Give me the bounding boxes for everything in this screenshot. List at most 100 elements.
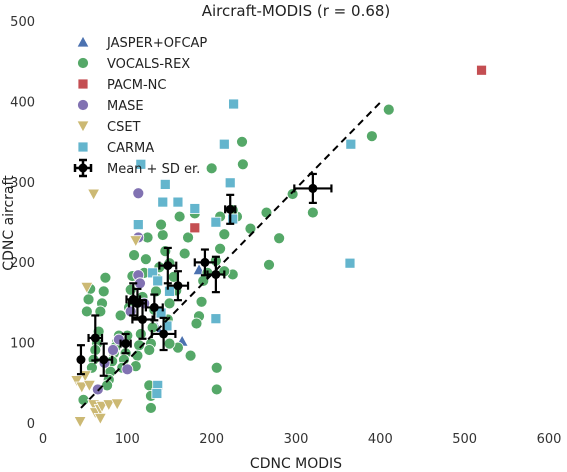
legend-marker [76, 120, 90, 133]
data-point [99, 271, 112, 284]
data-point [139, 253, 152, 266]
data-point [224, 177, 236, 189]
data-point [132, 187, 145, 200]
mean-point [76, 344, 86, 376]
data-point [172, 196, 184, 208]
data-point [210, 361, 223, 374]
data-point [151, 388, 163, 399]
data-point [476, 64, 487, 76]
data-point [205, 162, 218, 175]
data-point [75, 381, 89, 394]
data-point [218, 228, 231, 241]
x-tick-label: 100 [115, 432, 140, 447]
x-tick-label: 300 [284, 432, 309, 447]
data-point [114, 309, 127, 322]
y-tick-label: 200 [10, 256, 35, 271]
mean-point [150, 316, 177, 352]
y-tick-label: 300 [10, 176, 35, 191]
y-tick-label: 400 [10, 95, 35, 110]
data-point [93, 412, 108, 426]
mean-errorbars [76, 172, 333, 377]
data-point [94, 305, 107, 318]
legend-marker [76, 35, 90, 48]
legend-label: MASE [107, 99, 144, 114]
legend-label: CARMA [107, 141, 154, 156]
data-point [159, 179, 171, 190]
data-point [164, 285, 175, 297]
data-point [121, 363, 134, 376]
legend: JASPER+OFCAP VOCALS-REX PACM-NC MASE CSET CAR… [73, 35, 207, 178]
data-point [306, 206, 319, 219]
data-point [128, 249, 140, 262]
data-point [173, 210, 186, 223]
y-axis-label: CDNC aircraft [1, 175, 17, 271]
data-point [382, 103, 395, 116]
x-axis-label: CDNC MODIS [250, 456, 342, 472]
x-tick-label: 0 [39, 432, 47, 447]
data-point [184, 349, 197, 362]
data-point [80, 305, 93, 318]
data-points [70, 64, 487, 429]
legend-label: VOCALS-REX [107, 57, 190, 72]
data-point [228, 98, 239, 110]
data-point [182, 231, 194, 244]
x-tick-label: 200 [199, 432, 224, 447]
legend-entry: Mean + SD er. [73, 158, 200, 178]
data-point [155, 218, 167, 231]
data-point [244, 222, 257, 235]
legend-marker [77, 78, 89, 90]
legend-marker [77, 141, 89, 153]
mean-point [131, 299, 154, 340]
data-point [157, 196, 169, 208]
data-point [273, 232, 286, 245]
data-point [107, 344, 119, 356]
data-point [80, 281, 94, 295]
data-point [190, 317, 203, 330]
data-point [131, 349, 144, 362]
data-point [102, 399, 116, 412]
x-axis-ticks: 0 100 200 300 400 500 600 [39, 432, 562, 447]
data-point [365, 130, 378, 143]
data-point [236, 135, 248, 148]
chart-title: Aircraft-MODIS (r = 0.68) [202, 2, 391, 20]
legend-entry: CARMA [77, 141, 154, 156]
data-point [86, 188, 101, 201]
mean-point [144, 293, 164, 322]
legend-label: PACM-NC [107, 78, 166, 93]
data-point [214, 242, 227, 255]
data-point [189, 222, 201, 234]
legend-entry: MASE [77, 99, 144, 114]
data-point [135, 158, 147, 170]
data-point [189, 203, 201, 214]
legend-marker [77, 99, 89, 111]
data-point [178, 247, 191, 260]
y-tick-label: 500 [10, 15, 35, 30]
data-point [97, 285, 110, 298]
y-tick-label: 0 [27, 417, 35, 432]
data-point [145, 402, 157, 414]
x-tick-label: 500 [452, 432, 477, 447]
data-point [345, 138, 357, 150]
data-point [82, 293, 95, 306]
x-tick-label: 400 [368, 432, 393, 447]
data-point [344, 257, 356, 269]
data-point [195, 295, 208, 308]
data-point [163, 337, 176, 350]
data-point [260, 206, 273, 219]
mean-point [193, 248, 217, 277]
mean-point [158, 246, 178, 285]
legend-entry: JASPER+OFCAP [76, 35, 207, 51]
legend-label: Mean + SD er. [107, 162, 200, 177]
data-point [143, 344, 156, 356]
data-point [70, 375, 84, 388]
legend-entry: PACM-NC [77, 78, 166, 93]
data-point [236, 158, 249, 171]
mean-point [293, 172, 333, 204]
legend-marker [77, 57, 89, 69]
y-axis-ticks: 0 100 200 300 400 500 [10, 15, 35, 432]
legend-label: CSET [107, 120, 141, 135]
mean-point [166, 270, 190, 302]
data-point [210, 383, 223, 396]
data-point [218, 138, 230, 150]
